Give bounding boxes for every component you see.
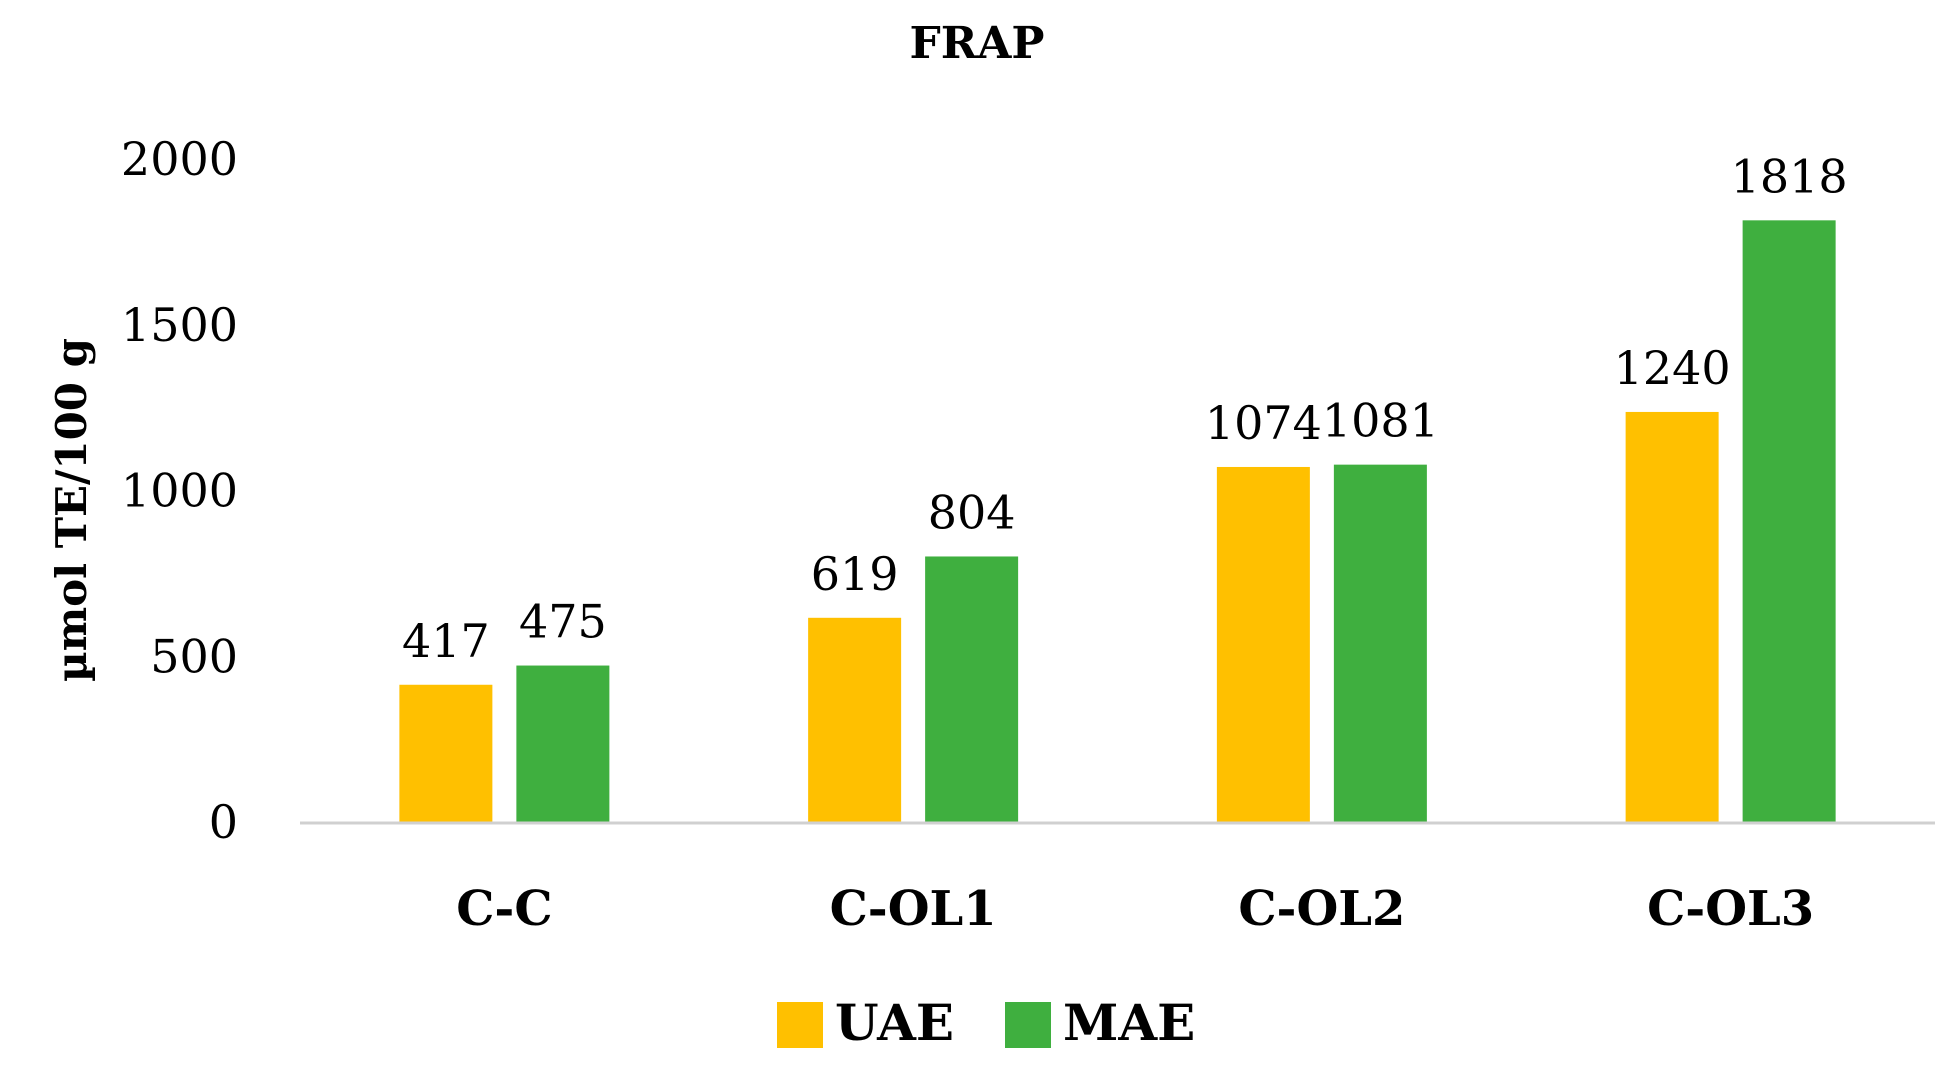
y-axis-title: µmol TE/100 g [47,338,96,682]
x-tick-label: C-C [456,881,552,937]
legend: UAE MAE [777,993,1195,1052]
bar-uae-c-ol2 [1216,466,1310,823]
data-label: 475 [519,595,607,649]
x-axis-ticks: C-C C-OL1 C-OL2 C-OL3 [456,881,1814,937]
bar-uae-c-c [399,684,493,823]
data-label: 1074 [1205,396,1322,450]
data-label: 1818 [1731,149,1848,203]
y-tick-label: 1000 [121,464,238,518]
legend-swatch-uae [777,1002,823,1048]
data-label: 804 [928,485,1016,539]
y-tick-label: 1500 [121,298,238,352]
y-tick-label: 500 [150,629,238,683]
data-label: 417 [402,614,490,668]
data-label: 619 [811,547,899,601]
bar-mae-c-ol2 [1333,464,1427,823]
data-label: 1081 [1322,394,1439,448]
bars-group [399,220,1836,823]
y-tick-label: 0 [209,795,238,849]
chart-title: FRAP [909,18,1044,69]
data-label: 1240 [1614,341,1731,395]
data-labels-group: 417 475 619 804 1074 1081 1240 1818 [402,149,1848,667]
bar-mae-c-ol3 [1742,220,1836,823]
bar-mae-c-c [516,665,610,823]
legend-label: MAE [1063,993,1195,1052]
bar-mae-c-ol1 [925,556,1019,823]
x-tick-label: C-OL1 [830,881,997,937]
legend-swatch-mae [1005,1002,1051,1048]
x-tick-label: C-OL3 [1647,881,1814,937]
x-tick-label: C-OL2 [1238,881,1405,937]
legend-label: UAE [835,993,954,1052]
bar-uae-c-ol3 [1625,411,1719,823]
y-axis-ticks: 0 500 1000 1500 2000 [121,132,238,849]
bar-uae-c-ol1 [808,617,902,823]
y-tick-label: 2000 [121,132,238,186]
